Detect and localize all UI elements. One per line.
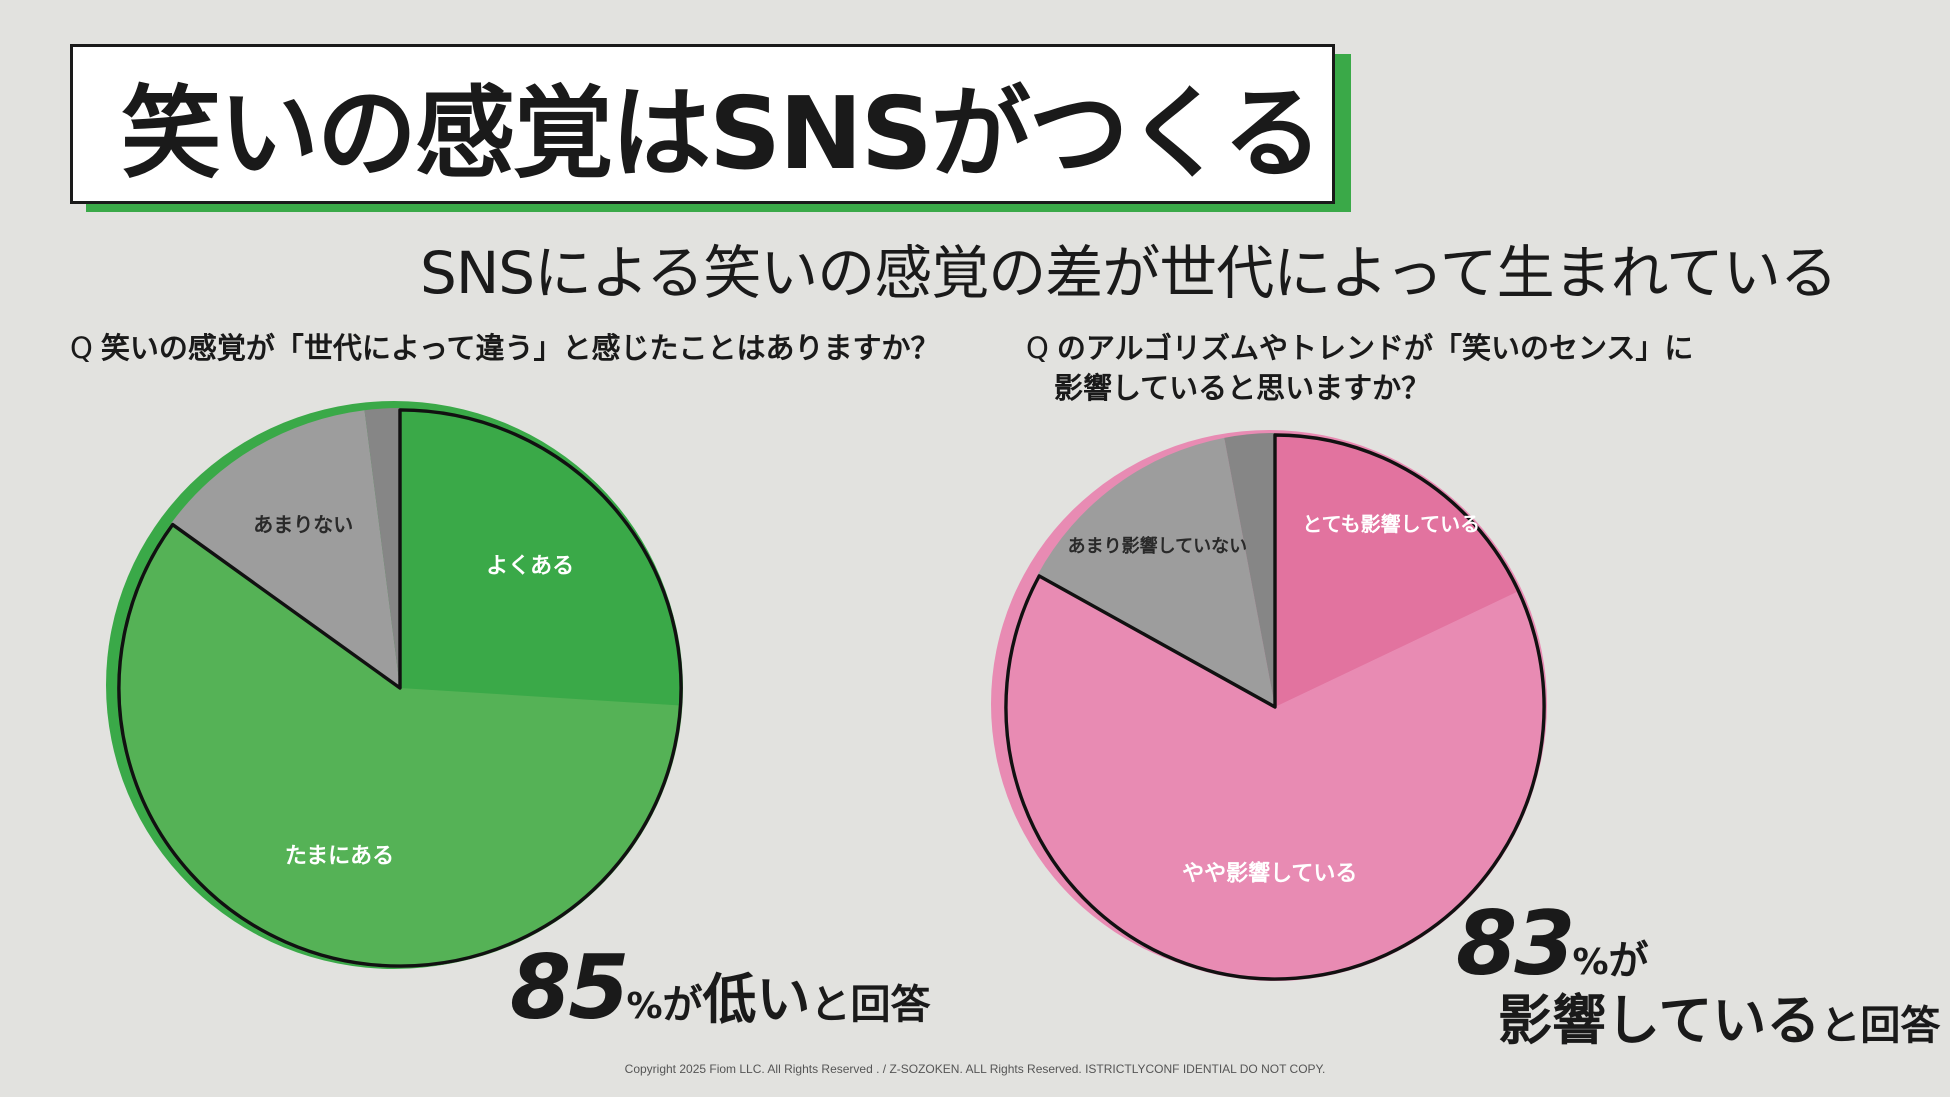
pie-slice-2 xyxy=(1004,574,1546,981)
title-banner: 笑いの感覚はSNSがつくる xyxy=(70,44,1351,212)
pie-label-2: たまにある xyxy=(285,844,394,869)
pie-outline xyxy=(117,408,683,968)
result-1-percent: % xyxy=(626,986,663,1027)
result-2-number: 83 xyxy=(1456,892,1575,995)
pie-slice-3 xyxy=(171,410,400,688)
copyright-text: Copyright 2025 Fiom LLC. All Rights Rese… xyxy=(624,1062,1326,1076)
pie-label-2: やや影響している xyxy=(1182,861,1357,887)
question-1: Q 笑いの感覚が「世代によって違う」と感じたことはありますか？ xyxy=(70,328,940,368)
pie-slice-4 xyxy=(1224,433,1275,707)
pie-label-1: よくある xyxy=(486,554,574,579)
result-2: 83%が 影響していると回答 xyxy=(1456,900,1940,1048)
pie-label-1: とても影響している xyxy=(1302,512,1480,536)
question-2-mark: Q xyxy=(1026,331,1049,365)
question-1-mark: Q xyxy=(70,331,93,365)
pie-label-3: あまり影響していない xyxy=(1068,535,1247,557)
result-1-suffix: と回答 xyxy=(810,982,931,1028)
result-1-ga: が xyxy=(662,982,703,1028)
question-2: Q のアルゴリズムやトレンドが「笑いのセンス」に 影響していると思いますか？ xyxy=(1026,328,1693,408)
pie-slice-2 xyxy=(117,523,683,968)
page-subtitle: SNSによる笑いの感覚の差が世代によって生まれている xyxy=(420,239,1838,307)
result-1-number: 85 xyxy=(510,936,629,1039)
result-2-percent: % xyxy=(1572,942,1609,983)
result-2-suffix: と回答 xyxy=(1820,1003,1941,1049)
question-2-text-line2: 影響していると思いますか？ xyxy=(1054,371,1431,405)
pie-slice-4 xyxy=(364,408,400,688)
pie-slice-1 xyxy=(1275,433,1521,707)
pie-outline xyxy=(1004,433,1546,981)
question-1-text: 笑いの感覚が「世代によって違う」と感じたことはありますか？ xyxy=(100,331,940,365)
question-2-text-line1: のアルゴリズムやトレンドが「笑いのセンス」に xyxy=(1056,331,1694,365)
title-box: 笑いの感覚はSNSがつくる xyxy=(70,44,1335,204)
pie-label-3: あまりない xyxy=(253,512,353,536)
result-2-row2: 影響していると回答 xyxy=(1456,994,1940,1048)
pie-slice-3 xyxy=(1037,437,1275,707)
result-2-phrase: 影響している xyxy=(1498,989,1821,1052)
pie-slice-1 xyxy=(400,408,683,706)
result-1: 85%が低いと回答 xyxy=(510,944,931,1032)
result-1-phrase: 低い xyxy=(702,968,811,1031)
page-title: 笑いの感覚はSNSがつくる xyxy=(121,74,1323,192)
result-2-ga: が xyxy=(1608,938,1649,984)
